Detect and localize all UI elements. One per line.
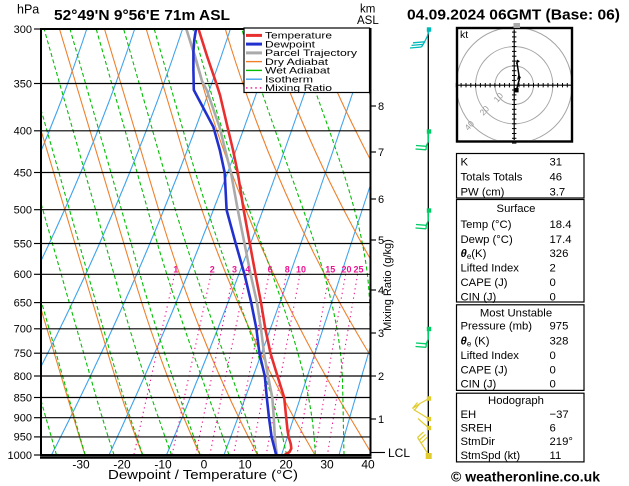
svg-text:40: 40 [361,458,375,472]
svg-text:25: 25 [353,264,363,274]
svg-text:EH: EH [461,409,477,421]
svg-text:Dewpoint / Temperature (°C): Dewpoint / Temperature (°C) [108,468,298,482]
svg-text:Dry Adiabat: Dry Adiabat [265,57,328,68]
svg-text:Surface: Surface [497,203,536,215]
svg-text:900: 900 [14,413,32,425]
svg-text:46: 46 [550,172,563,184]
svg-text:Wet Adiabat: Wet Adiabat [265,66,330,77]
svg-text:-20: -20 [113,458,131,472]
svg-text:600: 600 [14,269,32,281]
svg-text:04.09.2024 06GMT (Base: 06): 04.09.2024 06GMT (Base: 06) [407,8,620,24]
svg-text:219°: 219° [550,436,573,448]
svg-text:328: 328 [550,336,569,348]
svg-text:Temp (°C): Temp (°C) [461,219,512,231]
svg-text:LCL: LCL [388,446,410,460]
svg-text:Totals Totals: Totals Totals [461,172,523,184]
svg-text:30: 30 [320,458,334,472]
svg-text:-10: -10 [154,458,172,472]
svg-text:6: 6 [378,194,384,206]
svg-text:4: 4 [378,285,384,297]
svg-text:CIN (J): CIN (J) [461,378,497,390]
svg-text:5: 5 [378,235,384,247]
svg-text:StmDir: StmDir [461,436,496,448]
svg-text:Lifted Index: Lifted Index [461,262,520,274]
svg-text:550: 550 [14,238,32,250]
svg-text:Isotherm: Isotherm [265,74,313,85]
svg-text:17.4: 17.4 [550,234,572,246]
svg-text:4: 4 [245,264,250,274]
svg-text:326: 326 [550,248,569,260]
svg-text:Most Unstable: Most Unstable [480,308,552,320]
svg-text:400: 400 [14,126,32,138]
svg-text:CAPE (J): CAPE (J) [461,277,508,289]
svg-text:10: 10 [238,458,252,472]
svg-text:Pressure (mb): Pressure (mb) [461,321,533,333]
svg-text:CAPE (J): CAPE (J) [461,364,508,376]
svg-text:52°49'N 9°56'E 71m ASL: 52°49'N 9°56'E 71m ASL [54,8,230,24]
svg-text:8: 8 [378,101,384,113]
svg-text:SREH: SREH [461,423,492,435]
svg-text:Mixing Ratio (g/kg): Mixing Ratio (g/kg) [382,239,394,331]
svg-text:© weatheronline.co.uk: © weatheronline.co.uk [451,470,601,485]
svg-text:K: K [461,157,469,169]
svg-text:8: 8 [285,264,290,274]
svg-text:CIN (J): CIN (J) [461,292,497,304]
svg-text:300: 300 [14,24,32,36]
svg-text:650: 650 [14,297,32,309]
svg-text:0: 0 [201,458,208,472]
svg-text:Parcel Trajectory: Parcel Trajectory [265,48,357,59]
svg-text:−37: −37 [550,409,569,421]
svg-text:7: 7 [378,147,384,159]
svg-text:0: 0 [550,292,556,304]
svg-text:hPa: hPa [17,3,39,17]
svg-text:Dewpoint: Dewpoint [265,39,315,50]
svg-text:750: 750 [14,348,32,360]
svg-text:15: 15 [325,264,335,274]
svg-text:450: 450 [14,167,32,179]
svg-text:0: 0 [550,277,556,289]
svg-text:Mixing Ratio: Mixing Ratio [265,83,332,94]
svg-text:2: 2 [550,262,556,274]
svg-text:20: 20 [341,264,351,274]
svg-text:km: km [360,4,375,16]
svg-text:θe(K): θe(K) [461,248,487,261]
svg-text:2: 2 [210,264,215,274]
svg-text:950: 950 [14,432,32,444]
svg-text:3: 3 [232,264,237,274]
svg-text:θe (K): θe (K) [461,336,490,349]
svg-text:StmSpd (kt): StmSpd (kt) [461,450,521,462]
svg-text:350: 350 [14,78,32,90]
svg-text:800: 800 [14,371,32,383]
svg-text:Hodograph: Hodograph [488,395,544,407]
svg-text:0: 0 [550,378,556,390]
svg-text:700: 700 [14,324,32,336]
svg-text:18.4: 18.4 [550,219,572,231]
svg-text:Dewp (°C): Dewp (°C) [461,234,513,246]
svg-text:6: 6 [268,264,273,274]
svg-text:975: 975 [550,321,569,333]
svg-text:11: 11 [550,450,562,462]
svg-text:3: 3 [378,328,384,340]
svg-text:850: 850 [14,392,32,404]
svg-text:ASL: ASL [357,15,379,27]
svg-text:3.7: 3.7 [550,187,566,199]
svg-text:2: 2 [378,371,384,383]
svg-text:Temperature: Temperature [265,31,332,42]
svg-text:0: 0 [550,350,556,362]
svg-text:20: 20 [279,458,293,472]
svg-text:1000: 1000 [8,450,32,462]
svg-text:0: 0 [550,364,556,376]
svg-text:1: 1 [378,414,384,426]
svg-text:Lifted Index: Lifted Index [461,350,520,362]
svg-text:500: 500 [14,205,32,217]
svg-text:1: 1 [173,264,178,274]
svg-text:PW (cm): PW (cm) [461,187,505,199]
svg-text:-30: -30 [72,458,90,472]
svg-text:6: 6 [550,423,556,435]
svg-text:kt: kt [460,29,468,41]
svg-text:31: 31 [550,157,563,169]
svg-text:10: 10 [296,264,306,274]
